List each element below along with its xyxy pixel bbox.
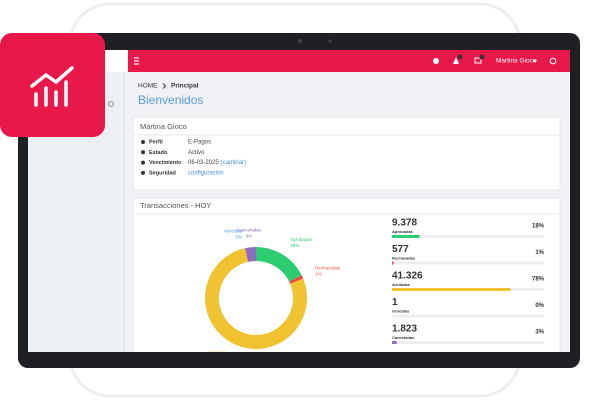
app-icon [0,33,105,137]
row-link[interactable]: (cambiar) [221,160,246,166]
row-label: Perfil [149,139,163,145]
row-value: E-Pagos [188,140,211,146]
progress-track [392,261,544,265]
stat-value: 1.823 [392,324,417,335]
screen: Martina Gioco HOME Principal Bienvenidos… [28,50,570,355]
row-label: Seguridad [149,170,176,176]
alert-icon[interactable] [453,57,459,64]
stat-value: 577 [392,244,409,255]
donut-segment [289,275,304,284]
breadcrumb-home[interactable]: HOME [138,83,158,90]
row-icon [141,140,145,144]
stat-value: 41.326 [392,271,423,282]
stat-value: 1 [392,297,398,308]
donut-pct: 0% [236,235,243,240]
progress-bar [392,288,511,291]
stat-pct: 1% [535,250,544,256]
row-icon [141,150,145,155]
chart-card [132,197,561,352]
sidebar-border [124,72,125,352]
stat-label: Anuladas [392,282,411,287]
row-label: Estado [149,150,168,156]
stat-label: Aprobadas [392,229,414,234]
donut-label: Aprobadas [290,237,313,242]
stat-label: Rechazadas [392,256,416,261]
row-icon [141,160,145,165]
donut-pct: 18% [290,243,299,248]
mail-icon[interactable] [474,57,482,64]
sidebar-icon[interactable] [108,101,114,107]
row-icon [141,170,145,175]
stat-value: 9.378 [392,218,417,229]
stat-pct: 3% [535,330,544,336]
page-title: Bienvenidos [138,93,203,107]
row-value: Activo [188,150,205,156]
profile-rows: Perfil E-Pagos Estado Activo Vencimiento 06-0… [141,139,246,176]
progress-track [392,341,544,344]
camera [298,39,302,43]
row-value: 06-03-2025 [188,160,219,166]
badge [479,54,485,60]
donut-label: Rechazadas [315,265,341,270]
progress-bar [392,341,397,344]
stat-label: Vencidas [392,309,410,314]
chart-title: Transacciones - HOY [140,201,211,210]
donut-segment [245,248,249,262]
progress-track [392,314,544,318]
progress-bar [392,261,394,265]
row-label: Vencimiento [149,160,182,166]
donut-segment [245,247,256,262]
power-icon[interactable] [549,57,557,65]
profile-name: Martina Gioco [140,122,187,131]
help-icon[interactable] [433,58,439,64]
badge [457,54,463,60]
donut-label: Anuladas [207,350,227,355]
stat-pct: 78% [532,277,545,283]
row-link[interactable]: configuración [188,170,224,176]
donut-label: Vencidas [224,229,243,234]
progress-bar [392,235,420,238]
profile-card [132,116,561,191]
breadcrumb-sep [162,83,167,89]
breadcrumb-current: Principal [171,83,199,90]
sensor [328,39,332,43]
donut-pct: 1% [315,271,322,276]
donut-segment [256,247,302,282]
app-icon-graphic [30,66,74,107]
stat-pct: 18% [532,224,545,230]
user-menu[interactable]: Martina Gioco [496,58,537,65]
donut-label: Canceladas [237,228,262,233]
menu-icon[interactable] [134,57,139,65]
stat-pct: 0% [535,303,544,309]
chart: Aprobadas18%Rechazadas1%Anuladas78%Venci… [205,218,545,355]
caret [533,60,537,63]
progress-track [392,235,544,238]
stat-label: Canceladas [392,335,415,340]
donut-pct: 3% [246,234,253,239]
